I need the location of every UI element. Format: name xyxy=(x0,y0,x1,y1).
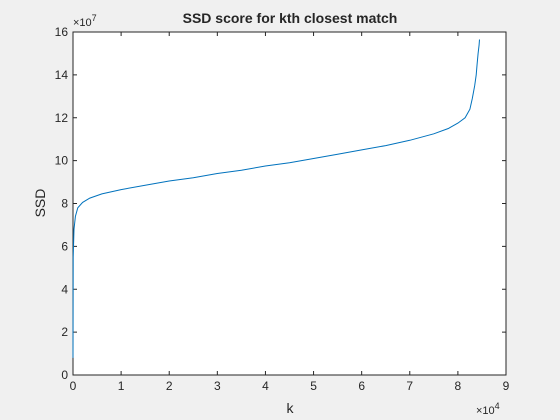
x-exponent-value: 4 xyxy=(495,401,500,411)
plot-area xyxy=(72,31,507,376)
x-tick-label-0: 0 xyxy=(70,379,77,393)
x-tick-label-7: 7 xyxy=(406,379,413,393)
y-exponent-label: ×107 xyxy=(73,13,97,29)
y-tick-label-2: 4 xyxy=(61,282,68,296)
x-tick-label-4: 4 xyxy=(262,379,269,393)
x-exponent-label: ×104 xyxy=(476,401,500,417)
x-axis-label: k xyxy=(287,400,295,416)
y-tick-label-8: 16 xyxy=(55,25,69,39)
y-tick-label-7: 14 xyxy=(55,68,69,82)
y-tick-label-3: 6 xyxy=(61,239,68,253)
chart-title: SSD score for kth closest match xyxy=(183,10,398,26)
x-tick-label-3: 3 xyxy=(214,379,221,393)
x-tick-label-1: 1 xyxy=(118,379,125,393)
x-tick-label-5: 5 xyxy=(310,379,317,393)
y-axis-ticks: 0 2 4 6 8 10 12 14 16 xyxy=(55,25,506,382)
y-tick-label-0: 0 xyxy=(61,368,68,382)
y-exponent-value: 7 xyxy=(92,13,97,23)
ssd-series-line xyxy=(72,39,480,358)
x-tick-label-6: 6 xyxy=(358,379,365,393)
x-tick-label-8: 8 xyxy=(455,379,462,393)
x-axis-ticks: 0 1 2 3 4 5 6 7 8 9 xyxy=(70,32,510,393)
y-tick-label-4: 8 xyxy=(61,197,68,211)
x-tick-label-2: 2 xyxy=(166,379,173,393)
y-tick-label-1: 2 xyxy=(61,325,68,339)
y-tick-label-6: 12 xyxy=(55,111,69,125)
y-axis-label: SSD xyxy=(32,189,48,218)
x-tick-label-9: 9 xyxy=(503,379,510,393)
y-tick-label-5: 10 xyxy=(55,154,69,168)
